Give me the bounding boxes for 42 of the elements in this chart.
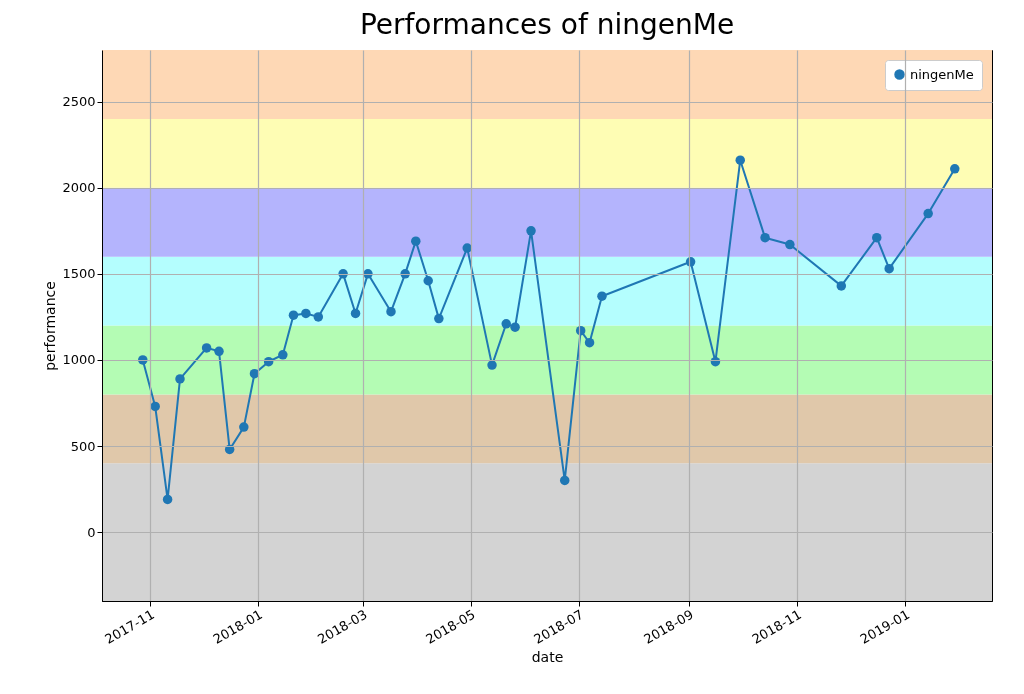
chart-title: Performances of ningenMe xyxy=(359,8,735,41)
point xyxy=(150,401,160,412)
y-tick-label: 0 xyxy=(87,524,96,540)
point xyxy=(584,337,595,348)
point xyxy=(597,291,607,301)
y-tick-label: 1000 xyxy=(62,352,96,368)
y-tick-label: 2000 xyxy=(62,180,96,196)
point xyxy=(510,322,520,332)
point xyxy=(175,374,185,384)
point xyxy=(559,475,570,486)
legend-label: ningenMe xyxy=(910,66,974,82)
point xyxy=(313,312,324,322)
point xyxy=(526,226,536,236)
point xyxy=(288,310,299,320)
y-tick-label: 500 xyxy=(70,438,96,454)
point xyxy=(278,350,288,360)
point xyxy=(301,308,311,319)
point xyxy=(162,494,173,505)
point xyxy=(785,239,795,250)
point xyxy=(872,232,882,243)
point xyxy=(760,232,770,243)
point xyxy=(386,306,396,317)
x-axis-title: date xyxy=(531,648,564,665)
point xyxy=(214,346,224,357)
point xyxy=(462,243,472,253)
point xyxy=(434,313,444,324)
point xyxy=(423,276,433,286)
point xyxy=(836,281,847,291)
point xyxy=(923,208,933,219)
point xyxy=(501,319,511,329)
point xyxy=(411,236,421,246)
y-tick-label: 2500 xyxy=(62,94,96,110)
point xyxy=(239,422,249,432)
point xyxy=(884,263,894,274)
point xyxy=(201,343,212,353)
y-tick-label: 1500 xyxy=(62,266,96,282)
point xyxy=(487,360,497,370)
point xyxy=(735,155,745,165)
point xyxy=(950,164,960,174)
y-axis-title: performance xyxy=(42,281,59,371)
point xyxy=(249,368,260,379)
point xyxy=(350,308,361,319)
